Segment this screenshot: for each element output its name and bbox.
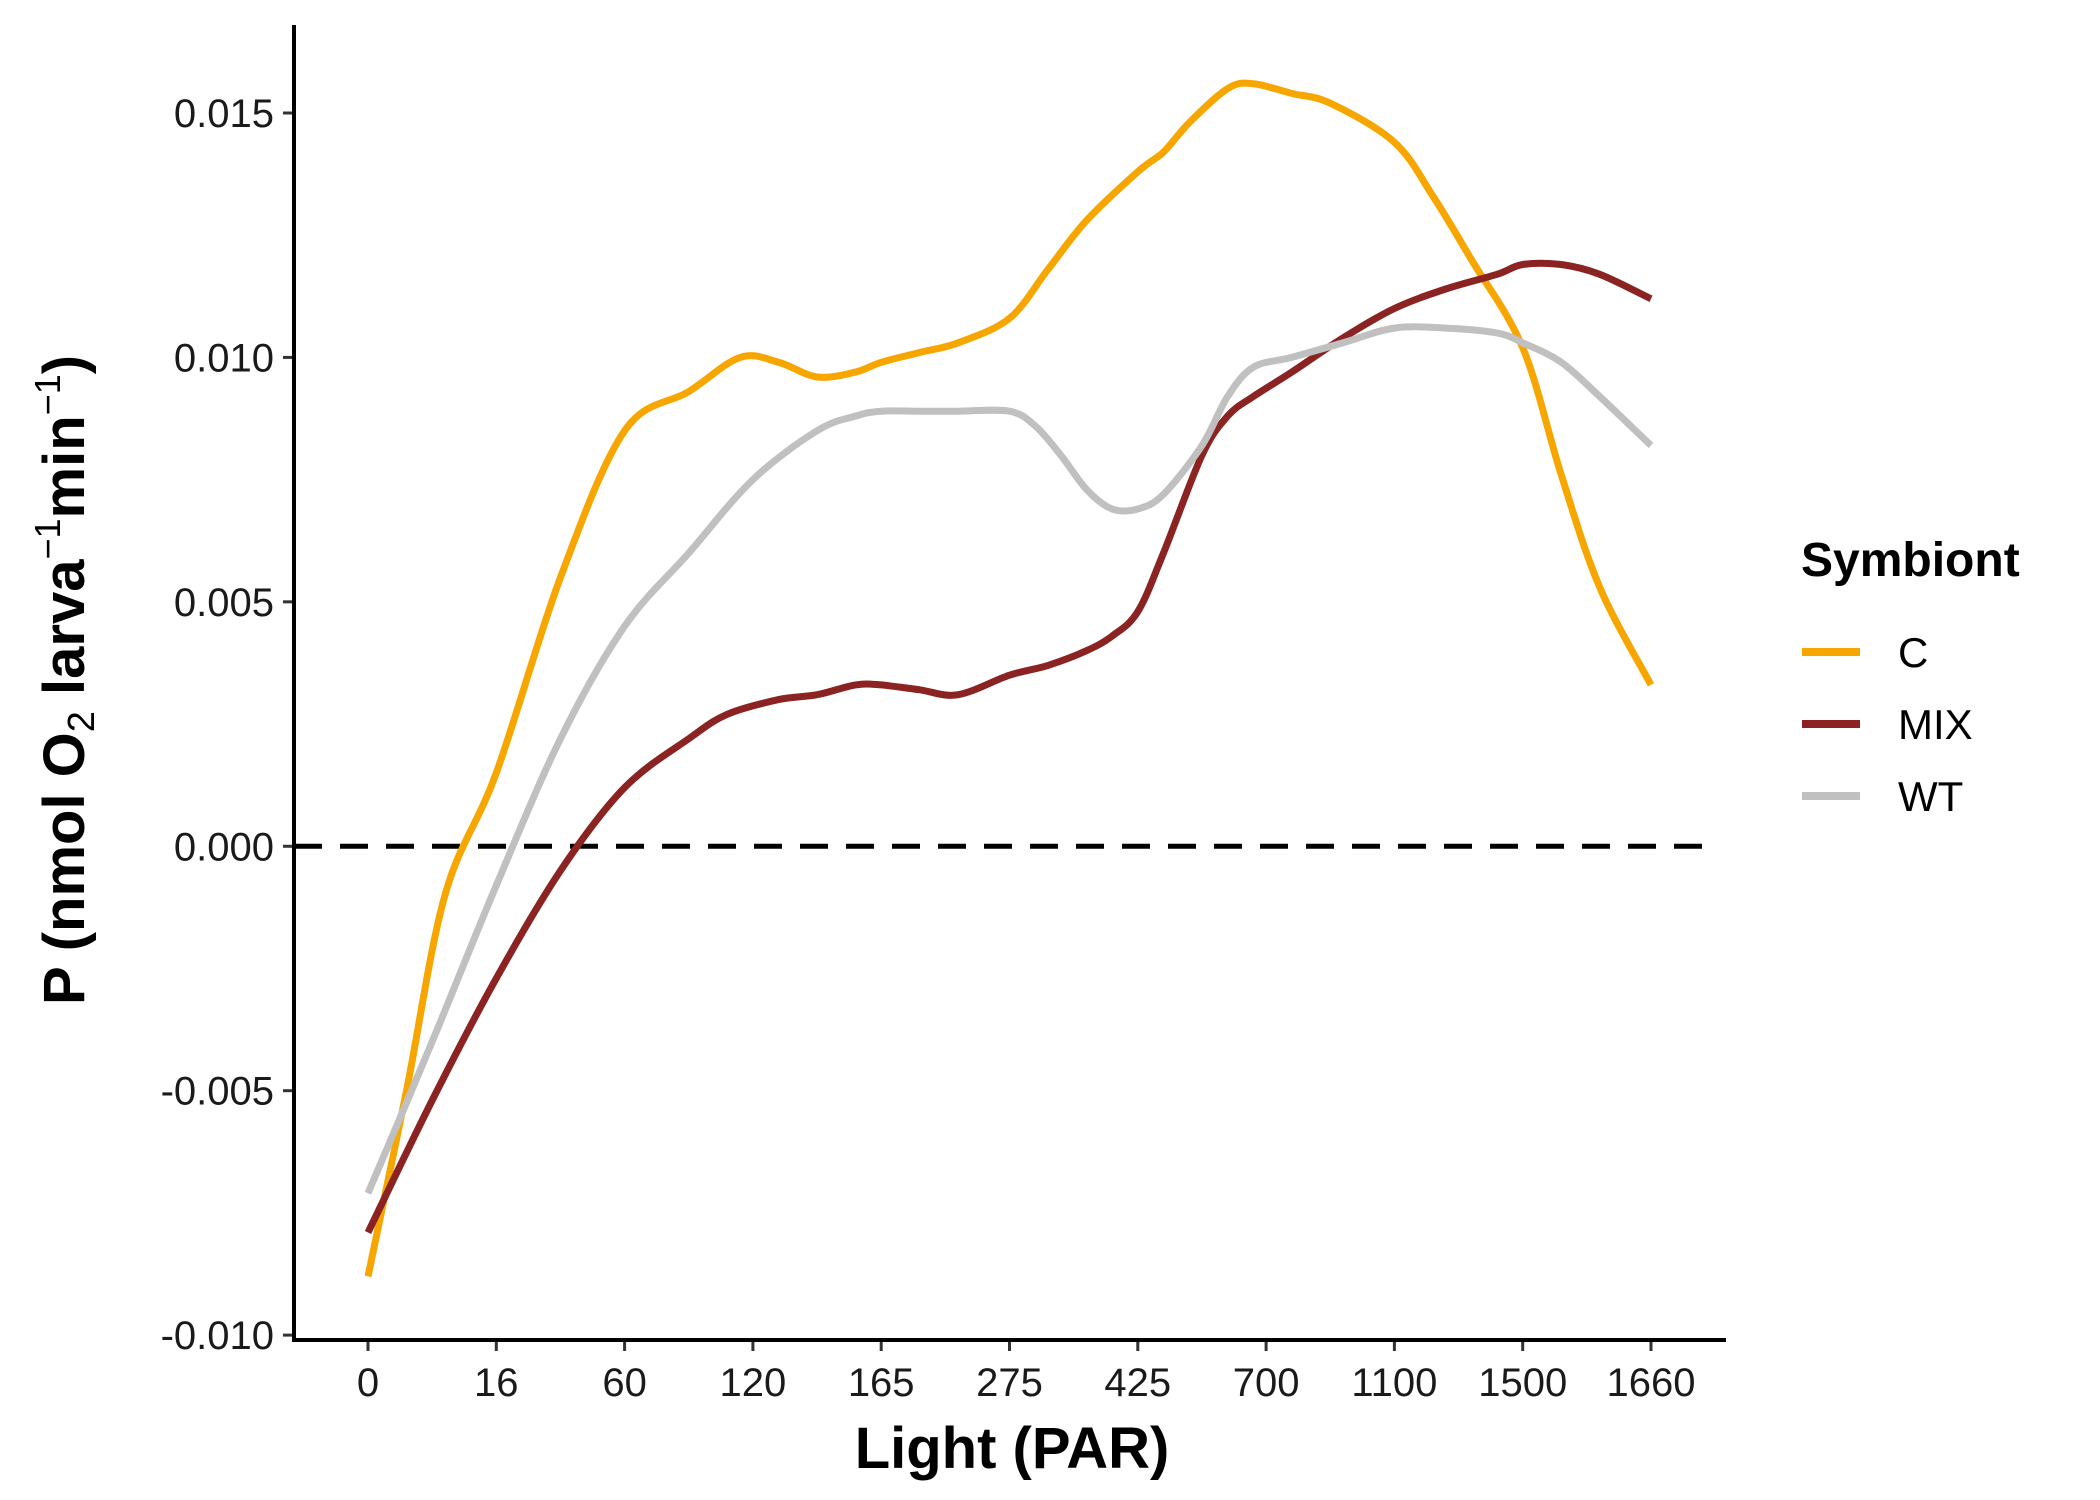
y-axis-title-main: P (nmol O xyxy=(32,732,97,1005)
legend-label-c: C xyxy=(1898,629,1928,676)
legend: Symbiont C MIX WT xyxy=(1801,534,2020,820)
y-tick-label: 0.015 xyxy=(174,92,274,136)
y-tick-label: 0.000 xyxy=(174,825,274,869)
x-axis-title: Light (PAR) xyxy=(855,1416,1170,1481)
legend-label-wt: WT xyxy=(1898,773,1963,820)
legend-items: C MIX WT xyxy=(1802,629,1973,820)
y-axis-title-unit-larva: larva xyxy=(32,559,97,711)
x-tick-label: 425 xyxy=(1104,1361,1171,1405)
x-tick-label: 0 xyxy=(357,1361,379,1405)
y-axis-ticks: -0.010 -0.005 0.000 0.005 0.010 0.015 xyxy=(161,92,294,1358)
y-tick-label: -0.005 xyxy=(161,1070,274,1114)
y-axis-title-sup-1: −1 xyxy=(27,518,68,559)
x-tick-label: 275 xyxy=(976,1361,1043,1405)
series-lines xyxy=(364,79,1655,1278)
y-tick-label: -0.010 xyxy=(161,1314,274,1358)
y-tick-label: 0.010 xyxy=(174,336,274,380)
x-tick-label: 60 xyxy=(602,1361,647,1405)
x-tick-label: 165 xyxy=(848,1361,915,1405)
x-tick-label: 120 xyxy=(720,1361,787,1405)
y-axis-title-sub: 2 xyxy=(61,711,103,732)
series-line-c xyxy=(364,79,1655,1278)
legend-label-mix: MIX xyxy=(1898,701,1973,748)
series-line-mix xyxy=(364,259,1653,1235)
x-tick-label: 700 xyxy=(1233,1361,1300,1405)
legend-title: Symbiont xyxy=(1801,534,2020,587)
y-axis-title-sup-2: −1 xyxy=(27,374,68,415)
series-line-wt xyxy=(364,323,1654,1195)
y-axis-title-unit-min: min xyxy=(32,415,97,518)
x-tick-label: 1100 xyxy=(1351,1361,1437,1405)
x-tick-label: 1500 xyxy=(1478,1361,1567,1405)
y-axis-title: P (nmol O2 larva−1min−1) xyxy=(27,355,103,1005)
x-axis-ticks: 0 16 60 120 165 275 425 700 1100 1500 1660 xyxy=(357,1340,1696,1405)
y-tick-label: 0.005 xyxy=(174,581,274,625)
x-tick-label: 16 xyxy=(474,1361,519,1405)
y-axis-title-close: ) xyxy=(32,355,97,374)
x-tick-label: 1660 xyxy=(1607,1361,1696,1405)
